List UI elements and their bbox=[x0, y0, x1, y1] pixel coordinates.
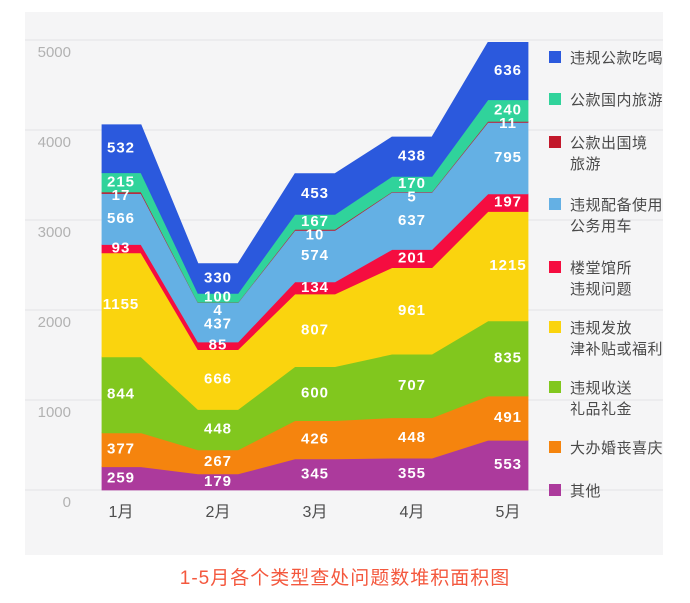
value-label: 85 bbox=[209, 337, 228, 354]
value-label: 167 bbox=[301, 213, 329, 230]
value-label: 532 bbox=[107, 140, 135, 157]
value-label: 566 bbox=[107, 210, 135, 227]
value-label: 17 bbox=[112, 187, 131, 204]
value-label: 1155 bbox=[103, 296, 140, 313]
area-series-0 bbox=[101, 42, 529, 294]
y-axis-tick-label: 0 bbox=[63, 494, 71, 511]
value-label: 201 bbox=[398, 250, 426, 267]
value-label: 438 bbox=[398, 148, 426, 165]
value-label: 93 bbox=[112, 240, 131, 257]
value-label: 179 bbox=[204, 473, 232, 490]
value-label: 666 bbox=[204, 371, 232, 388]
value-label: 637 bbox=[398, 212, 426, 229]
value-label: 448 bbox=[398, 429, 426, 446]
value-label: 345 bbox=[301, 465, 329, 482]
value-label: 355 bbox=[398, 465, 426, 482]
value-label: 215 bbox=[107, 173, 135, 190]
value-label: 553 bbox=[494, 456, 522, 473]
x-axis-tick-label: 3月 bbox=[303, 504, 328, 521]
value-label: 267 bbox=[204, 453, 232, 470]
value-label: 961 bbox=[398, 302, 426, 319]
x-axis-tick-label: 1月 bbox=[109, 504, 134, 521]
value-label: 844 bbox=[107, 386, 135, 403]
value-label: 4 bbox=[213, 302, 222, 319]
value-label: 10 bbox=[306, 226, 325, 243]
value-label: 437 bbox=[204, 316, 232, 333]
value-label: 600 bbox=[301, 385, 329, 402]
value-label: 807 bbox=[301, 321, 329, 338]
value-label: 377 bbox=[107, 441, 135, 458]
value-label: 100 bbox=[204, 289, 232, 306]
y-axis-tick-label: 5000 bbox=[38, 44, 71, 61]
x-axis-tick-label: 4月 bbox=[400, 504, 425, 521]
value-label: 448 bbox=[204, 421, 232, 438]
y-axis-tick-label: 3000 bbox=[38, 224, 71, 241]
value-label: 5 bbox=[407, 189, 416, 206]
value-label: 636 bbox=[494, 62, 522, 79]
value-label: 330 bbox=[204, 269, 232, 286]
value-label: 1215 bbox=[489, 257, 526, 274]
value-label: 707 bbox=[398, 377, 426, 394]
y-axis-tick-label: 4000 bbox=[38, 134, 71, 151]
value-label: 795 bbox=[494, 149, 522, 166]
value-label: 426 bbox=[301, 431, 329, 448]
value-label: 197 bbox=[494, 194, 522, 211]
chart-title: 1-5月各个类型查处问题数堆积面积图 bbox=[179, 568, 511, 589]
y-axis-tick-label: 2000 bbox=[38, 314, 71, 331]
x-axis-tick-label: 5月 bbox=[496, 504, 521, 521]
value-label: 170 bbox=[398, 175, 426, 192]
value-label: 240 bbox=[494, 101, 522, 118]
value-label: 11 bbox=[499, 115, 517, 132]
value-label: 835 bbox=[494, 349, 522, 366]
x-axis-tick-label: 2月 bbox=[206, 504, 231, 521]
value-label: 134 bbox=[301, 279, 329, 296]
y-axis-tick-label: 1000 bbox=[38, 404, 71, 421]
value-label: 491 bbox=[494, 409, 522, 426]
value-label: 259 bbox=[107, 469, 135, 486]
value-label: 574 bbox=[301, 247, 329, 264]
value-label: 453 bbox=[301, 185, 329, 202]
